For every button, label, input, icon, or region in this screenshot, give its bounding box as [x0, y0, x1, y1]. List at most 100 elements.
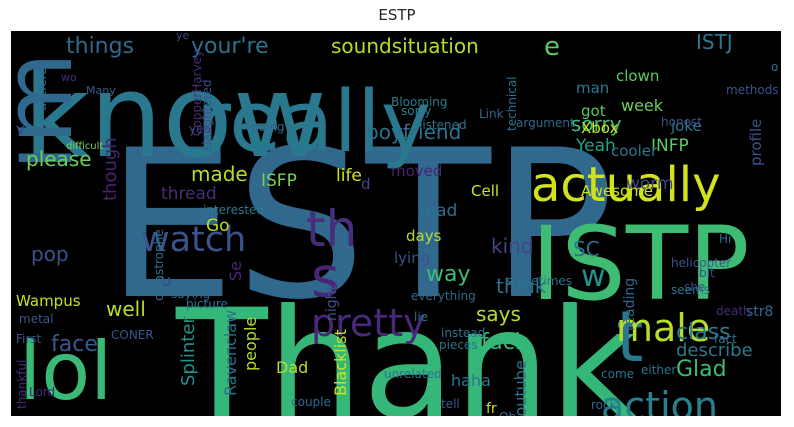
cloud-word-117: methods	[726, 83, 779, 97]
cloud-word-91: catastrophe	[152, 229, 166, 301]
cloud-word-76: fr	[486, 401, 497, 416]
cloud-word-8: actually	[531, 157, 721, 213]
cloud-word-79: sorry	[401, 104, 431, 118]
cloud-word-41: think	[496, 274, 547, 298]
cloud-word-10: s	[311, 245, 340, 309]
cloud-word-13: male	[616, 306, 710, 350]
cloud-word-31: Go	[206, 216, 230, 236]
cloud-word-93: First	[16, 332, 42, 346]
cloud-word-15: w	[581, 259, 606, 294]
cloud-word-61: got	[581, 102, 606, 120]
cloud-word-81: Link	[479, 107, 504, 121]
cloud-word-39: way	[426, 262, 471, 287]
cloud-word-45: class	[676, 320, 731, 345]
cloud-word-116: Hi	[719, 232, 731, 246]
cloud-word-86: slaughtered	[200, 79, 214, 151]
cloud-word-71: reading	[622, 278, 638, 331]
cloud-word-33: Awesome	[581, 182, 653, 200]
cloud-word-98: CONER	[111, 328, 154, 342]
cloud-word-92: metal	[19, 312, 53, 326]
cloud-word-9: th	[306, 200, 357, 258]
cloud-word-20: ISTJ	[696, 31, 733, 54]
cloud-word-69: difficult	[66, 141, 103, 152]
cloud-word-19: e	[544, 32, 560, 62]
cloud-word-66: profile	[747, 119, 765, 166]
cloud-word-5: lol	[19, 325, 112, 416]
cloud-word-63: Xbox	[581, 119, 619, 137]
cloud-word-28: life	[336, 166, 362, 186]
cloud-word-84: technical	[505, 76, 519, 131]
cloud-word-14: action	[601, 384, 718, 416]
cloud-word-16: things	[66, 34, 134, 59]
cloud-word-67: article	[34, 67, 50, 111]
cloud-word-113: bit	[699, 266, 715, 280]
word-cloud-canvas: ESTPThankknowreallyISTPlolimtactuallyths…	[11, 31, 779, 416]
cloud-word-48: well	[106, 297, 146, 321]
cloud-word-80: listened	[419, 118, 467, 132]
cloud-word-62: week	[621, 96, 664, 115]
cloud-word-106: either	[641, 363, 676, 377]
cloud-word-44: fuck	[481, 330, 528, 355]
cloud-word-4: ISTP	[531, 205, 750, 324]
cloud-word-74: Se	[226, 261, 245, 281]
cloud-word-118: o	[771, 60, 778, 74]
cloud-word-90: interested	[203, 203, 264, 217]
cloud-word-24: made	[191, 162, 248, 186]
cloud-word-27: worm	[626, 174, 674, 194]
cloud-word-6: im	[11, 52, 94, 171]
cloud-word-75: d	[361, 175, 371, 193]
cloud-word-7: t	[616, 296, 643, 378]
cloud-word-89: yea	[189, 122, 211, 136]
cloud-word-46: Glad	[676, 357, 727, 382]
cloud-word-12: pretty	[311, 301, 426, 345]
cloud-word-55: youtube	[511, 360, 530, 416]
cloud-word-1: Thank	[175, 278, 637, 416]
cloud-word-65: cooler	[611, 142, 658, 160]
cloud-word-119: ye	[176, 31, 190, 42]
cloud-word-120: wo	[61, 71, 77, 84]
cloud-word-112: helicopter	[671, 256, 731, 270]
cloud-word-3: really	[196, 73, 431, 172]
cloud-word-99: everything	[411, 289, 476, 303]
cloud-word-97: thankful	[15, 360, 29, 409]
cloud-word-105: couple	[291, 395, 331, 409]
cloud-word-85: going	[251, 120, 285, 134]
cloud-word-50: u	[161, 271, 171, 290]
cloud-word-72: str8	[746, 304, 773, 320]
cloud-word-59: clown	[616, 67, 659, 85]
cloud-word-73: though	[100, 137, 121, 201]
cloud-word-107: tell	[441, 397, 460, 411]
cloud-word-115: seems	[671, 283, 710, 297]
cloud-word-29: ISFP	[261, 171, 297, 191]
word-cloud: ESTP Thank know really ISTP lol im t actually th s…	[11, 31, 781, 416]
cloud-word-35: read	[419, 201, 457, 221]
cloud-word-51: describe	[676, 340, 753, 361]
cloud-word-109: rock	[591, 398, 617, 412]
cloud-word-52: people	[241, 317, 260, 371]
cloud-word-11: watch	[141, 220, 246, 260]
cloud-word-88: Many	[86, 84, 116, 97]
cloud-word-37: days	[406, 227, 442, 245]
cloud-word-38: lying	[394, 249, 430, 267]
cloud-word-64: joke	[670, 117, 702, 135]
cloud-word-96: Lord	[29, 385, 55, 399]
cloud-word-60: man	[576, 79, 609, 97]
cloud-word-56: Blacklist	[331, 329, 350, 396]
cloud-word-32: kind	[491, 234, 534, 258]
cloud-word-30: thread	[161, 184, 217, 204]
cloud-word-87: CopperHarvey	[190, 50, 204, 136]
cloud-word-57: Ravenclaw	[221, 310, 240, 396]
cloud-word-101: sometimes	[506, 274, 572, 288]
cloud-word-25: Yeah	[575, 136, 616, 156]
cloud-word-18: soundsituation	[331, 34, 479, 58]
cloud-word-49: Wampus	[16, 292, 81, 310]
cloud-word-103: pieces	[439, 338, 478, 352]
cloud-word-2: know	[23, 50, 327, 184]
cloud-word-26: INFP	[651, 136, 689, 156]
cloud-word-83: argument	[516, 116, 575, 130]
cloud-word-40: SC	[573, 237, 600, 261]
cloud-word-54: haha	[451, 371, 491, 390]
cloud-word-36: moved	[391, 162, 442, 180]
cloud-word-23: please	[26, 147, 92, 171]
cloud-word-34: Cell	[471, 182, 499, 200]
